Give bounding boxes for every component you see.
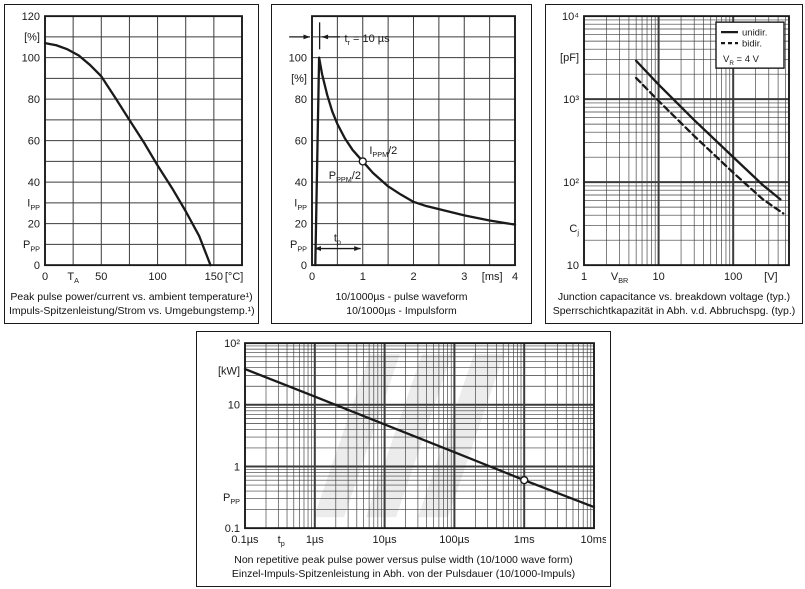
- caption-de: Sperrschichtkapazität in Abh. v.d. Abbru…: [552, 305, 796, 318]
- svg-text:0.1µs: 0.1µs: [231, 534, 259, 546]
- svg-text:1µs: 1µs: [306, 534, 324, 546]
- svg-text:10: 10: [567, 260, 579, 272]
- junction-capacitance-chart: 1 VBR 10 100 [V] 10⁴ [pF] 10³ 10² Cj 10 unidir.bidi…: [560, 11, 790, 285]
- svg-text:10ms: 10ms: [581, 534, 606, 546]
- svg-text:10: 10: [652, 271, 664, 283]
- svg-text:tr = 10 µs: tr = 10 µs: [344, 33, 390, 47]
- svg-text:VBR: VBR: [611, 271, 628, 285]
- svg-text:3: 3: [461, 271, 467, 283]
- svg-text:10µs: 10µs: [373, 534, 398, 546]
- svg-text:IPPM/2: IPPM/2: [369, 145, 397, 159]
- caption-en: Junction capacitance vs. breakdown volta…: [557, 291, 791, 304]
- caption-de: 10/1000µs - Impulsform: [346, 305, 457, 318]
- svg-text:80: 80: [295, 94, 307, 106]
- svg-text:100µs: 100µs: [439, 534, 470, 546]
- svg-text:0: 0: [301, 260, 307, 272]
- svg-text:unidir.: unidir.: [742, 27, 767, 38]
- svg-text:[ms]: [ms]: [482, 271, 503, 283]
- caption-de: Impuls-Spitzenleistung/Strom vs. Umgebun…: [9, 305, 255, 318]
- svg-text:IPP: IPP: [27, 198, 40, 212]
- svg-text:0.1: 0.1: [225, 523, 240, 535]
- svg-text:10²: 10²: [224, 338, 240, 350]
- svg-text:Cj: Cj: [569, 223, 579, 237]
- svg-text:0: 0: [42, 271, 48, 283]
- caption-en: Peak pulse power/current vs. ambient tem…: [10, 291, 253, 304]
- svg-text:[%]: [%]: [291, 73, 307, 85]
- svg-text:tp: tp: [278, 534, 285, 548]
- caption-en: 10/1000µs - pulse waveform: [335, 291, 468, 304]
- svg-text:10²: 10²: [563, 177, 579, 189]
- svg-text:IPP: IPP: [294, 198, 307, 212]
- svg-text:[kW]: [kW]: [218, 365, 240, 377]
- svg-text:1ms: 1ms: [514, 534, 535, 546]
- svg-text:tp: tp: [334, 232, 341, 246]
- svg-text:bidir.: bidir.: [742, 38, 762, 49]
- svg-text:100: 100: [22, 52, 40, 64]
- svg-text:0: 0: [34, 260, 40, 272]
- svg-text:20: 20: [28, 218, 40, 230]
- svg-text:10³: 10³: [563, 94, 579, 106]
- svg-text:[pF]: [pF]: [560, 52, 579, 64]
- svg-text:100: 100: [289, 52, 307, 64]
- svg-text:60: 60: [295, 135, 307, 147]
- svg-text:1: 1: [234, 461, 240, 473]
- svg-text:10⁴: 10⁴: [562, 11, 579, 23]
- svg-text:1: 1: [581, 271, 587, 283]
- svg-text:100: 100: [724, 271, 742, 283]
- svg-text:[°C]: [°C]: [225, 271, 243, 283]
- svg-text:40: 40: [28, 177, 40, 189]
- svg-text:50: 50: [95, 271, 107, 283]
- svg-text:1: 1: [360, 271, 366, 283]
- svg-text:20: 20: [295, 218, 307, 230]
- svg-text:4: 4: [512, 271, 518, 283]
- svg-text:10: 10: [228, 400, 240, 412]
- pulse-waveform-chart: 0 1 2 3 [ms] 4 100 [%] 80 60 40 IPP 20 PPP 0 tr = 10 µs…: [289, 15, 518, 283]
- svg-text:PPP: PPP: [290, 239, 307, 253]
- svg-text:80: 80: [28, 94, 40, 106]
- peak-pulse-power-chart: 0.1µs tp 1µs 10µs 100µs 1ms 10ms 10² [kW] 10 1 PPP 0…: [218, 338, 606, 548]
- svg-text:PPP: PPP: [223, 492, 240, 506]
- chart-panel-peak-pulse-power: 0.1µs tp 1µs 10µs 100µs 1ms 10ms 10² [kW] 10 1 PPP 0…: [196, 331, 611, 587]
- svg-text:[%]: [%]: [24, 32, 40, 44]
- svg-text:100: 100: [148, 271, 166, 283]
- svg-text:40: 40: [295, 177, 307, 189]
- svg-text:PPPM/2: PPPM/2: [329, 170, 361, 184]
- svg-text:0: 0: [309, 271, 315, 283]
- chart-panel-junction-capacitance: 1 VBR 10 100 [V] 10⁴ [pF] 10³ 10² Cj 10 unidir. bidi…: [545, 4, 803, 324]
- svg-text:60: 60: [28, 135, 40, 147]
- svg-text:[V]: [V]: [764, 271, 777, 283]
- svg-text:VR = 4 V: VR = 4 V: [723, 54, 760, 67]
- caption-de: Einzel-Impuls-Spitzenleistung in Abh. vo…: [231, 568, 576, 581]
- svg-text:150: 150: [205, 271, 223, 283]
- svg-text:2: 2: [410, 271, 416, 283]
- svg-text:120: 120: [22, 11, 40, 23]
- caption-en: Non repetitive peak pulse power versus p…: [234, 554, 573, 567]
- chart-panel-pulse-waveform: 0 1 2 3 [ms] 4 100 [%] 80 60 40 IPP 20 PPP 0 tr = 10 µs…: [271, 4, 532, 324]
- svg-text:PPP: PPP: [23, 239, 40, 253]
- chart-panel-temperature-derating: 0 TA 50 100 150 [°C] 120 [%] 100 80 60 40 IPP 20 PPP 0 …: [4, 4, 259, 324]
- svg-text:TA: TA: [67, 271, 79, 285]
- temperature-derating-chart: 0 TA 50 100 150 [°C] 120 [%] 100 80 60 40 IPP 20 PPP 0: [22, 11, 244, 285]
